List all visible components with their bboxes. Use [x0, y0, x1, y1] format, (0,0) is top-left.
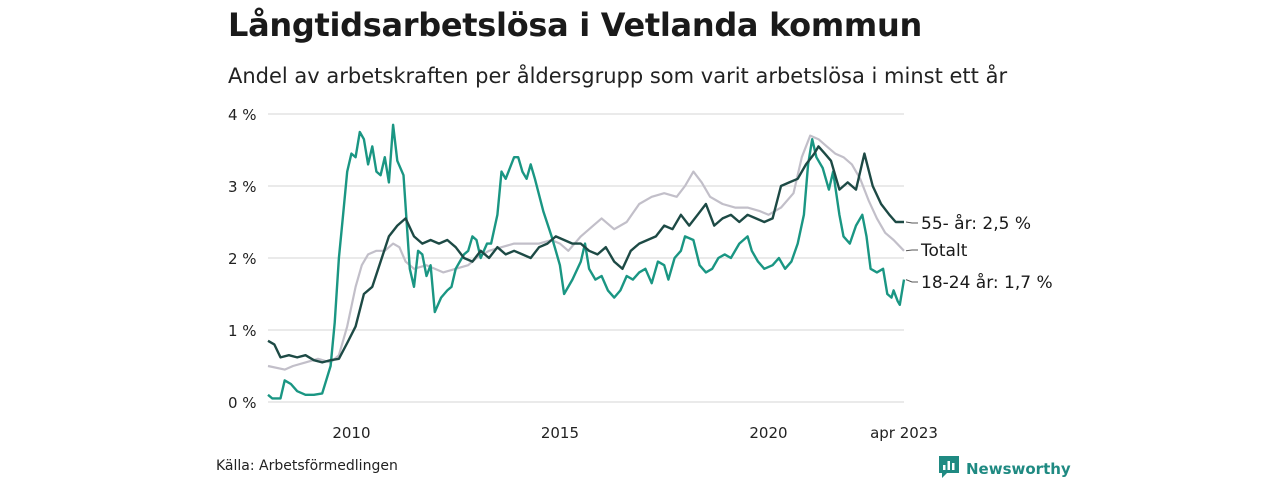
end-label-older: 55- år: 2,5 % — [921, 213, 1031, 234]
end-label-young: 18-24 år: 1,7 % — [921, 272, 1053, 293]
end-label-total: Totalt — [920, 241, 968, 261]
leader-line-total — [905, 249, 918, 252]
end-labels: Totalt 55- år: 2,5 % 18-24 år: 1,7 % — [905, 213, 1053, 293]
brand-name: Newsworthy — [966, 460, 1071, 478]
y-axis-ticks: 0 % 1 % 2 % 3 % 4 % — [228, 106, 257, 412]
x-tick-label: 2010 — [332, 424, 370, 442]
brand-logo[interactable]: Newsworthy — [938, 455, 1071, 483]
y-tick-label: 0 % — [228, 394, 257, 412]
gridlines — [268, 113, 904, 403]
source-note: Källa: Arbetsförmedlingen — [216, 458, 398, 474]
series-line-total — [267, 134, 905, 371]
chart-subtitle: Andel av arbetskraften per åldersgrupp s… — [228, 64, 1008, 88]
x-tick-label: apr 2023 — [870, 424, 938, 442]
series-line-older — [267, 145, 904, 364]
x-axis-ticks: 2010 2015 2020 apr 2023 — [332, 424, 938, 442]
y-tick-label: 4 % — [228, 106, 257, 124]
y-tick-label: 1 % — [228, 322, 257, 340]
leader-line-older — [905, 221, 918, 224]
x-tick-label: 2015 — [541, 424, 579, 442]
y-tick-label: 2 % — [228, 250, 257, 268]
leader-line-young — [905, 279, 918, 283]
newsworthy-icon — [938, 455, 960, 483]
chart-title: Långtidsarbetslösa i Vetlanda kommun — [228, 6, 922, 44]
y-tick-label: 3 % — [228, 178, 257, 196]
x-tick-label: 2020 — [749, 424, 787, 442]
series-lines — [267, 123, 906, 400]
